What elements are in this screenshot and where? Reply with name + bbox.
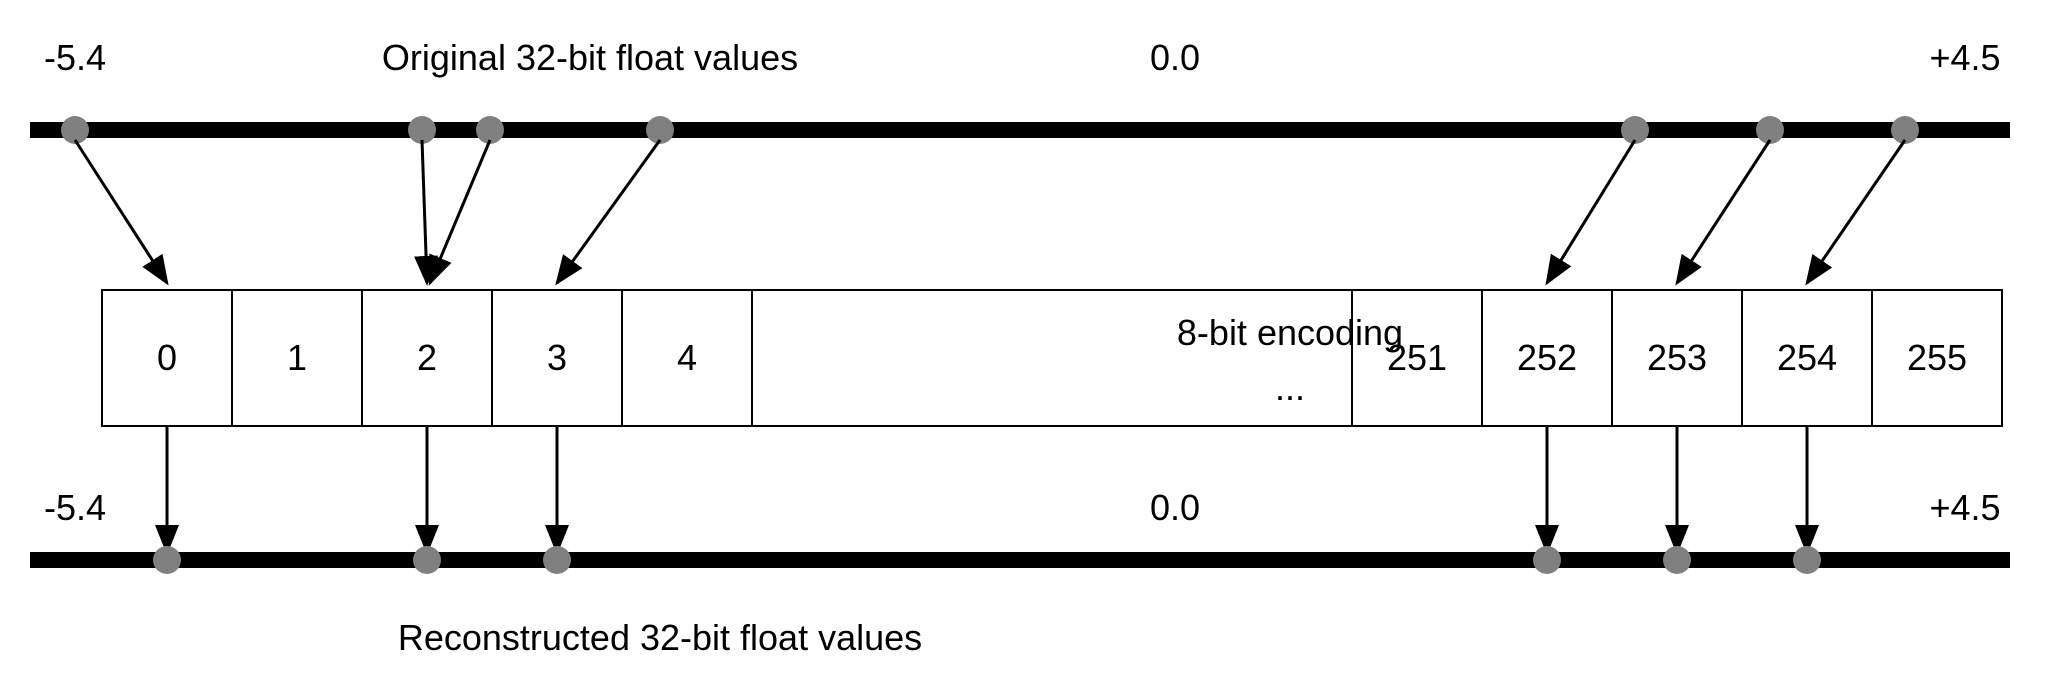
top-dot bbox=[1891, 116, 1919, 144]
encoding-cell-label: 254 bbox=[1777, 337, 1837, 378]
encoding-cell-label: 4 bbox=[677, 337, 697, 378]
top-dot bbox=[61, 116, 89, 144]
encoding-cell-label: 252 bbox=[1517, 337, 1577, 378]
quantization-diagram: Original 32-bit float values -5.4 0.0 +4.5 0… bbox=[0, 0, 2064, 678]
encoding-cell-label: 0 bbox=[157, 337, 177, 378]
top-dot bbox=[1621, 116, 1649, 144]
top-dot bbox=[408, 116, 436, 144]
encoding-cell-label: 3 bbox=[547, 337, 567, 378]
encoding-cell-label: 253 bbox=[1647, 337, 1707, 378]
top-arrow bbox=[75, 140, 167, 283]
bottom-dot bbox=[1793, 546, 1821, 574]
encoding-title: 8-bit encoding bbox=[1177, 312, 1403, 353]
bottom-dot bbox=[1663, 546, 1691, 574]
encoding-cell bbox=[752, 290, 1352, 426]
encoding-cell-label: 255 bbox=[1907, 337, 1967, 378]
bottom-title: Reconstructed 32-bit float values bbox=[398, 617, 922, 658]
top-dot bbox=[1756, 116, 1784, 144]
bottom-dot bbox=[153, 546, 181, 574]
top-arrow bbox=[422, 140, 427, 283]
bottom-label: +4.5 bbox=[1929, 487, 2000, 528]
bottom-dot bbox=[1533, 546, 1561, 574]
top-label: -5.4 bbox=[44, 37, 106, 78]
bottom-label: 0.0 bbox=[1150, 487, 1200, 528]
top-arrow bbox=[1677, 140, 1770, 283]
top-dot bbox=[646, 116, 674, 144]
top-dot bbox=[476, 116, 504, 144]
top-arrow bbox=[1807, 140, 1905, 283]
top-label: 0.0 bbox=[1150, 37, 1200, 78]
top-arrow bbox=[1547, 140, 1635, 283]
bottom-dot bbox=[413, 546, 441, 574]
top-arrow bbox=[430, 140, 490, 283]
top-label: +4.5 bbox=[1929, 37, 2000, 78]
bottom-dot bbox=[543, 546, 571, 574]
bottom-label: -5.4 bbox=[44, 487, 106, 528]
top-title: Original 32-bit float values bbox=[382, 37, 798, 78]
top-arrow bbox=[557, 140, 660, 283]
encoding-ellipsis: ... bbox=[1275, 367, 1305, 408]
encoding-cell-label: 2 bbox=[417, 337, 437, 378]
encoding-cell-label: 1 bbox=[287, 337, 307, 378]
